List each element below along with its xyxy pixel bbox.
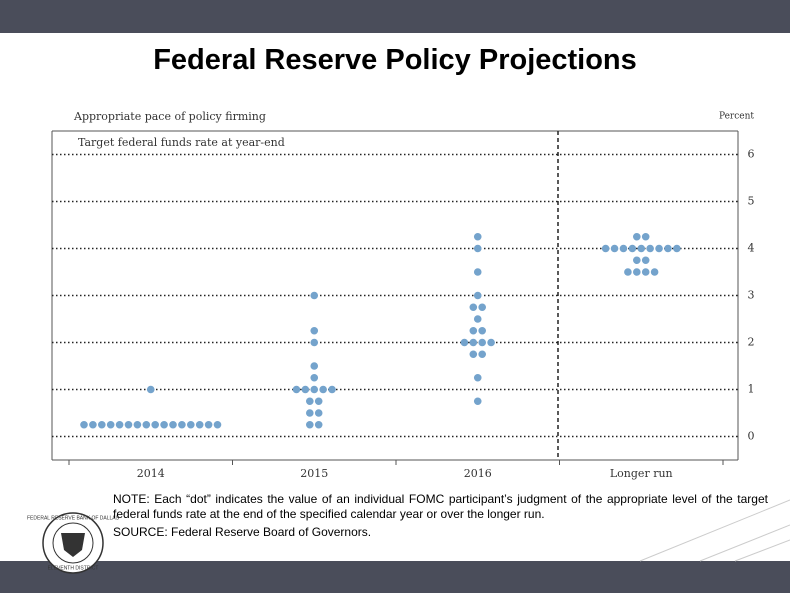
dot: [310, 385, 319, 394]
top-band: [0, 0, 790, 33]
y-tick-label: 1: [748, 383, 755, 396]
title: Federal Reserve Policy Projections: [153, 44, 637, 76]
dot: [478, 303, 487, 312]
dot: [146, 385, 155, 394]
source: SOURCE: Federal Reserve Board of Governo…: [113, 525, 372, 539]
dot: [314, 420, 323, 429]
header: Appropriate pace of policy firming: [73, 110, 266, 123]
dot: [478, 350, 487, 359]
subheader: Target federal funds rate at year-end: [78, 136, 285, 149]
dot: [187, 420, 195, 429]
dot: [641, 268, 650, 276]
dot: [633, 268, 641, 276]
dot: [650, 268, 659, 276]
dot: [133, 420, 142, 429]
dot: [310, 338, 319, 347]
dot: [664, 244, 672, 253]
y-tick-label: 4: [748, 242, 755, 255]
dot: [310, 362, 319, 370]
dot: [473, 397, 482, 406]
y-tick-label: 5: [748, 195, 755, 208]
dot: [106, 420, 115, 429]
dot: [89, 420, 97, 429]
dot: [469, 338, 478, 347]
bottom-band: [0, 561, 790, 593]
dot: [204, 420, 213, 429]
dot: [169, 420, 177, 429]
dot: [673, 244, 681, 253]
dot: [624, 268, 632, 276]
dot: [469, 303, 478, 312]
y-tick-label: 6: [748, 148, 755, 161]
dot: [306, 409, 314, 417]
dot: [473, 232, 482, 241]
x-tick-label: 2015: [300, 467, 328, 480]
dot: [478, 338, 487, 347]
dot: [115, 420, 124, 429]
dot: [160, 420, 168, 429]
dot: [310, 291, 319, 300]
dot: [646, 244, 654, 253]
dot: [124, 420, 133, 429]
y-tick-label: 3: [748, 289, 755, 302]
dot: [633, 232, 641, 241]
unit-label: Percent: [719, 112, 754, 122]
dot: [473, 244, 482, 253]
dot: [473, 291, 482, 300]
logo-subtext: ELEVENTH DISTRICT: [48, 565, 99, 571]
dot: [98, 420, 106, 429]
dot: [292, 385, 301, 394]
dot: [473, 315, 482, 323]
dot: [301, 385, 310, 394]
seal: FEDERAL RESERVE BANK OF DALLAS ELEVENTH …: [27, 512, 120, 574]
dot: [478, 326, 487, 335]
x-tick-label: 2014: [137, 467, 165, 480]
dot: [628, 244, 637, 253]
dot: [641, 232, 650, 241]
dot: [314, 397, 323, 406]
dot: [80, 420, 88, 429]
dot: [637, 244, 646, 253]
dot: [469, 326, 478, 335]
x-tick-label: Longer run: [610, 467, 673, 480]
dot: [601, 244, 610, 253]
decoration: [639, 499, 790, 562]
dot: [314, 409, 323, 417]
logo-text: FEDERAL RESERVE BANK OF DALLAS: [27, 515, 120, 521]
dot: [306, 420, 314, 429]
dot: [473, 373, 482, 382]
y-tick-label: 2: [748, 336, 755, 349]
dot: [469, 350, 478, 359]
dot: [487, 338, 495, 347]
frame: [51, 130, 739, 461]
dot: [178, 420, 186, 429]
note: NOTE: Each “dot” indicates the value of …: [113, 492, 768, 521]
dot: [619, 244, 628, 253]
dot: [319, 385, 327, 394]
dot: [641, 256, 650, 265]
dot: [142, 420, 151, 429]
y-tick-label: 0: [748, 430, 755, 443]
dot: [610, 244, 619, 253]
dot: [310, 373, 319, 382]
dot: [473, 268, 482, 276]
dot: [195, 420, 204, 429]
dot: [633, 256, 641, 265]
dot: [328, 385, 336, 394]
dot: [460, 338, 469, 347]
dot: [306, 397, 314, 406]
dot: [213, 420, 222, 429]
dot: [655, 244, 663, 253]
dot: [151, 420, 159, 429]
x-tick-label: 2016: [464, 467, 492, 480]
dot: [310, 326, 319, 335]
